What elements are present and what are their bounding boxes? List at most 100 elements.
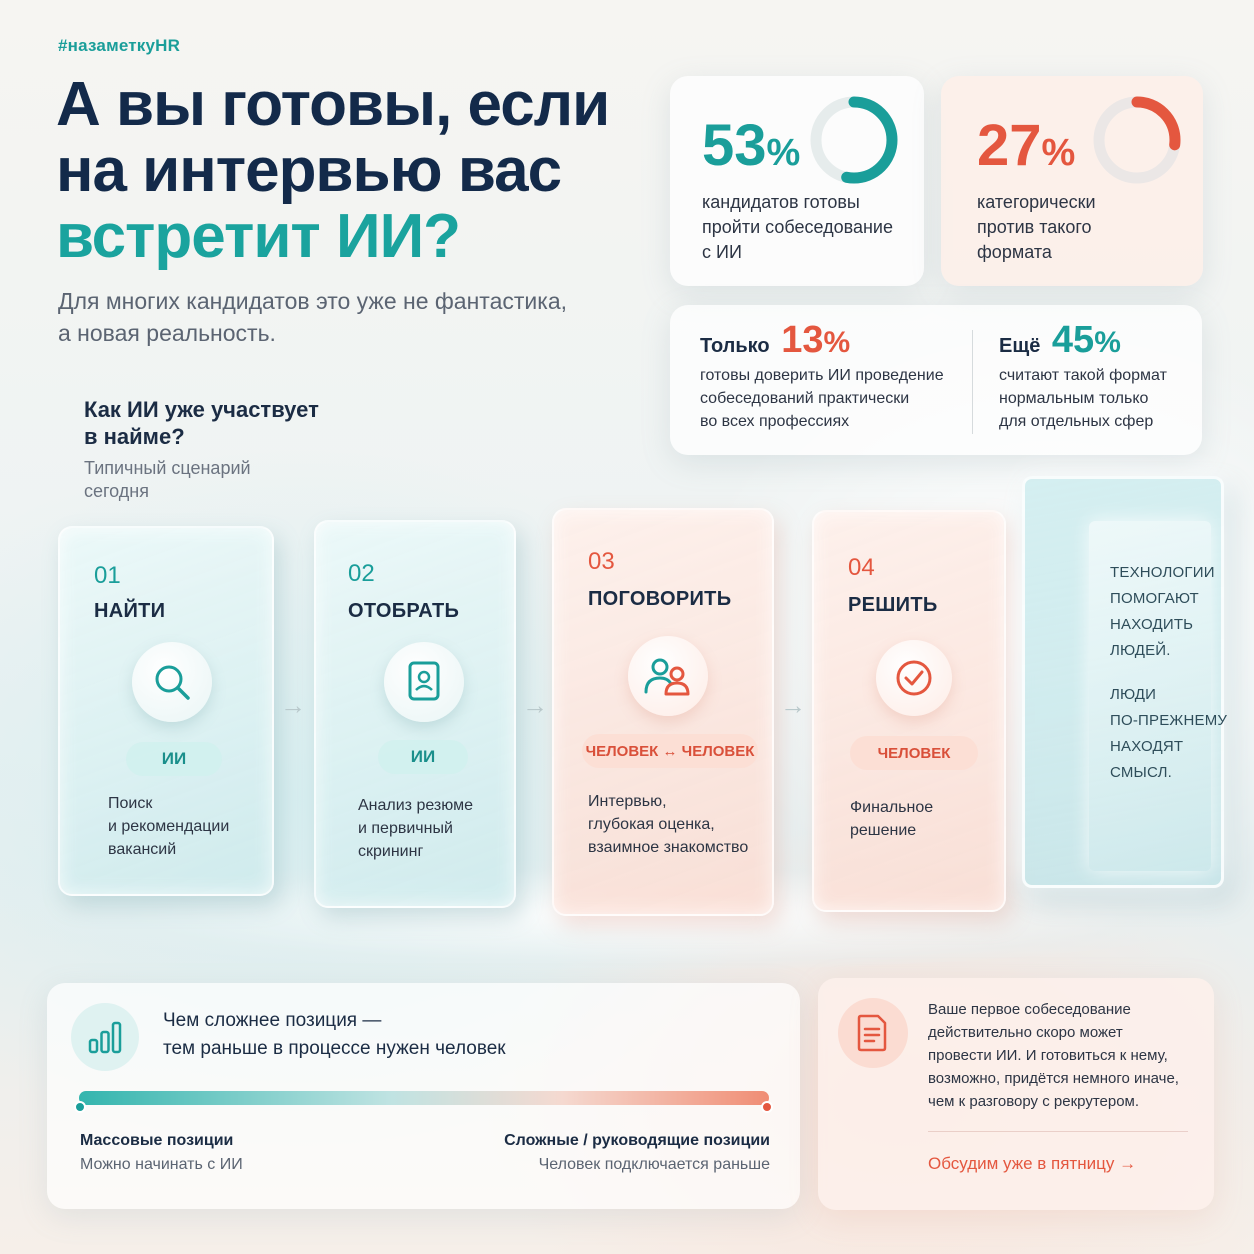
- stat-ready-line-1: кандидатов готовы: [702, 192, 860, 212]
- stage-card-select: 02 ОТОБРАТЬ ИИ Анализ резюме и первичный…: [314, 520, 516, 908]
- stage-name: ОТОБРАТЬ: [348, 600, 460, 622]
- stat-ready-line-3: с ИИ: [702, 242, 742, 262]
- stat-against-text: категорически против такого формата: [977, 190, 1096, 265]
- stat-only-value: 13%: [781, 319, 850, 361]
- stat-more-line-2: нормальным только: [999, 390, 1149, 407]
- stage-desc-line-1: Интервью,: [588, 793, 667, 810]
- document-icon-circle: [838, 998, 908, 1068]
- door-line-5: ЛЮДИ: [1110, 686, 1157, 703]
- stage-desc-line-2: и рекомендации: [108, 818, 230, 835]
- stage-card-talk: 03 ПОГОВОРИТЬ ЧЕЛОВЕК ↔ ЧЕЛОВЕК Интервью…: [552, 508, 774, 916]
- note-panel: Ваше первое собеседование действительно …: [818, 978, 1214, 1210]
- page-subtitle: Для многих кандидатов это уже не фантаст…: [58, 285, 658, 349]
- stage-desc-line-2: решение: [850, 822, 917, 839]
- page-title: А вы готовы, если на интервью вас встрет…: [56, 70, 610, 271]
- note-line-1: Ваше первое собеседование: [928, 1001, 1131, 1018]
- stat-ready-value: 53%: [702, 116, 800, 183]
- bar-chart-icon: [88, 1021, 122, 1054]
- title-accent: встретит ИИ?: [56, 202, 461, 271]
- door-message-people: ЛЮДИ ПО-ПРЕЖНЕМУ НАХОДЯТ СМЫСЛ.: [1110, 682, 1230, 786]
- scenario-subtitle-line-2: сегодня: [84, 481, 149, 501]
- stat-against-unit: %: [1041, 132, 1076, 174]
- door-line-8: СМЫСЛ.: [1110, 764, 1172, 781]
- bar-chart-icon-circle: [71, 1003, 139, 1071]
- search-icon: [155, 665, 190, 700]
- stat-only-head: Только 13%: [700, 319, 944, 362]
- stat-against-value: 27%: [977, 116, 1075, 183]
- stat-more-line-3: для отдельных сфер: [999, 413, 1154, 430]
- people-icon: [644, 658, 690, 696]
- stat-more-prefix: Ещё: [999, 335, 1041, 357]
- note-line-3: провести ИИ. И готовиться к нему,: [928, 1047, 1168, 1064]
- stat-ready-unit: %: [766, 132, 801, 174]
- stat-against-line-3: формата: [977, 242, 1052, 262]
- stage-desc-line-3: взаимное знакомство: [588, 839, 749, 856]
- scenario-subtitle-line-1: Типичный сценарий: [84, 458, 251, 478]
- scale-left-label: Массовые позиции Можно начинать с ИИ: [80, 1129, 243, 1177]
- stage-desc-line-2: и первичный: [358, 820, 453, 837]
- document-icon: [857, 1014, 887, 1052]
- scenario-title-line-1: Как ИИ уже участвует: [84, 397, 319, 422]
- complexity-line-1: Чем сложнее позиция —: [163, 1010, 382, 1031]
- discuss-link[interactable]: Обсудим уже в пятницу →: [928, 1154, 1137, 1173]
- note-line-4: возможно, придётся немного иначе,: [928, 1070, 1179, 1087]
- glass-door: [1022, 476, 1224, 888]
- stage-desc-line-1: Анализ резюме: [358, 797, 473, 814]
- stage-actor-badge: ЧЕЛОВЕК: [850, 736, 978, 770]
- complexity-panel: Чем сложнее позиция — тем раньше в проце…: [47, 983, 800, 1209]
- scale-right-title: Сложные / руководящие позиции: [504, 1132, 770, 1149]
- scale-right-sub: Человек подключается раньше: [538, 1156, 770, 1173]
- scenario-title-line-2: в найме?: [84, 424, 185, 449]
- scenario-subtitle: Типичный сценарий сегодня: [84, 457, 304, 503]
- stage-description: Интервью, глубокая оценка, взаимное знак…: [588, 790, 748, 859]
- door-line-7: НАХОДЯТ: [1110, 738, 1184, 755]
- door-line-4: ЛЮДЕЙ.: [1110, 642, 1171, 659]
- subtitle-line-1: Для многих кандидатов это уже не фантаст…: [58, 288, 567, 314]
- stage-icon-circle: [628, 636, 708, 716]
- stat-divider: [972, 330, 973, 434]
- glass-door-inner: [1089, 521, 1211, 871]
- stat-against-line-2: против такого: [977, 217, 1092, 237]
- stat-only-text: готовы доверить ИИ проведение собеседова…: [700, 364, 944, 433]
- stat-ready-number: 53: [702, 113, 767, 178]
- stage-icon-circle: [384, 642, 464, 722]
- title-line-2: на интервью вас: [56, 136, 562, 205]
- stat-card-trust: Только 13% готовы доверить ИИ проведение…: [670, 305, 1202, 455]
- stat-against-number: 27: [977, 113, 1042, 178]
- stat-against-ring: [1093, 96, 1181, 184]
- door-message-technology: ТЕХНОЛОГИИ ПОМОГАЮТ НАХОДИТЬ ЛЮДЕЙ.: [1110, 560, 1230, 664]
- scale-start-dot: [74, 1101, 86, 1113]
- door-line-2: ПОМОГАЮТ: [1110, 590, 1199, 607]
- scale-end-dot: [761, 1101, 773, 1113]
- resume-icon: [408, 661, 440, 701]
- door-line-3: НАХОДИТЬ: [1110, 616, 1194, 633]
- stat-more-value: 45%: [1052, 319, 1121, 361]
- stage-desc-line-1: Поиск: [108, 795, 153, 812]
- stat-more-text: считают такой формат нормальным только д…: [999, 364, 1167, 433]
- stat-only-unit: %: [823, 326, 851, 359]
- complexity-scale: [79, 1091, 769, 1105]
- title-line-1: А вы готовы, если: [56, 70, 610, 139]
- stage-card-find: 01 НАЙТИ ИИ Поиск и рекомендации ваканси…: [58, 526, 274, 896]
- stat-card-ready: 53% кандидатов готовы пройти собеседован…: [670, 76, 924, 286]
- stat-only-block: Только 13% готовы доверить ИИ проведение…: [700, 319, 944, 433]
- stat-ready-text: кандидатов готовы пройти собеседование с…: [702, 190, 893, 265]
- stat-more-block: Ещё 45% считают такой формат нормальным …: [999, 319, 1167, 433]
- stage-actor-badge: ИИ: [126, 742, 222, 776]
- stage-number: 04: [848, 554, 875, 581]
- stat-ready-line-2: пройти собеседование: [702, 217, 893, 237]
- flow-arrow-icon: →: [780, 690, 806, 720]
- stage-icon-circle: [876, 640, 952, 716]
- stat-ready-ring: [810, 96, 898, 184]
- note-line-5: чем к разговору с рекрутером.: [928, 1093, 1140, 1110]
- hashtag: #назаметкуHR: [58, 36, 181, 55]
- stat-more-unit: %: [1094, 326, 1121, 359]
- stage-desc-line-3: скрининг: [358, 843, 424, 860]
- stat-card-against: 27% категорически против такого формата: [941, 76, 1203, 286]
- stage-card-decide: 04 РЕШИТЬ ЧЕЛОВЕК Финальное решение: [812, 510, 1006, 912]
- stage-description: Анализ резюме и первичный скрининг: [358, 794, 473, 863]
- stage-number: 02: [348, 560, 375, 587]
- complexity-line-2: тем раньше в процессе нужен человек: [163, 1038, 506, 1059]
- note-divider: [928, 1131, 1188, 1132]
- stage-description: Поиск и рекомендации вакансий: [108, 792, 229, 861]
